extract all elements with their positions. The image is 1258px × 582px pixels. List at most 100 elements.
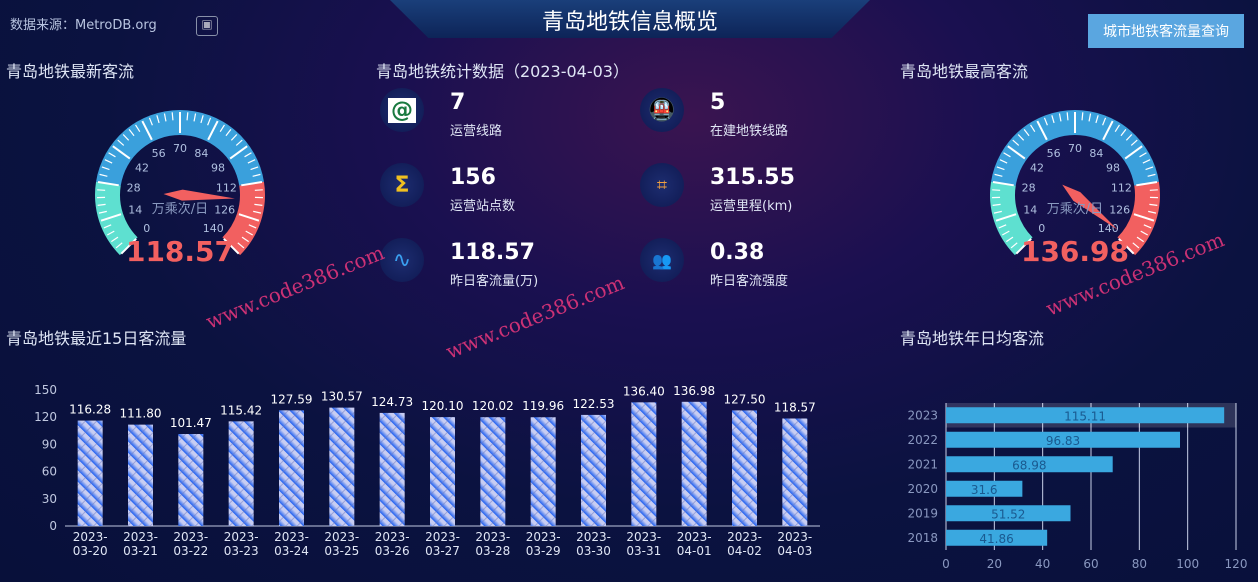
gauge-tick: [237, 242, 245, 249]
x-tick-label: 2023-03-21: [123, 530, 158, 558]
bar: [329, 407, 355, 526]
gauge-tick: [248, 224, 257, 229]
bar-label: 111.80: [120, 407, 162, 421]
gauge-value: 118.57: [126, 235, 234, 267]
gauge-tick: [1066, 112, 1069, 121]
gauge-tick-label: 42: [1030, 161, 1044, 174]
train-icon[interactable]: ▣: [196, 16, 218, 36]
bar-label: 68.98: [1012, 458, 1046, 472]
gauge-tick: [253, 210, 262, 214]
gauge-tick: [1102, 120, 1114, 141]
gauge-tick: [111, 236, 119, 243]
gauge-tick: [115, 242, 123, 249]
gauge-tick: [1149, 203, 1158, 206]
gauge-tick: [229, 145, 248, 160]
x-tick-label: 2023-03-23: [224, 530, 259, 558]
gauge-tick: [223, 238, 240, 255]
gauge-tick: [1102, 117, 1107, 126]
gauge-tick: [112, 145, 131, 160]
gauge-tick-label: 14: [1023, 204, 1037, 217]
gauge-tick: [100, 213, 122, 222]
gauge-band: [1117, 181, 1160, 256]
x-tick-label: 2023-04-02: [727, 530, 762, 558]
bar: [681, 401, 707, 526]
x-tick-label: 20: [987, 557, 1002, 571]
gauge-tick-label: 56: [1047, 147, 1061, 160]
stat-label: 在建地铁线路: [710, 124, 789, 139]
stat-label: 昨日客流量(万): [450, 274, 539, 289]
gauge-band: [222, 181, 265, 256]
gauge-tick: [1140, 230, 1149, 236]
y-tick-label: 2020: [907, 482, 938, 496]
bar: [77, 420, 103, 526]
stat-value: 118.57: [450, 240, 535, 265]
gauge-pointer: [163, 189, 235, 201]
gauge-tick: [1132, 242, 1140, 249]
x-tick-label: 60: [1083, 557, 1098, 571]
x-tick-label: 40: [1035, 557, 1050, 571]
gauge-pointer: [1062, 184, 1118, 230]
gauge-tick: [97, 189, 106, 191]
route-map-icon: ⌗: [640, 163, 684, 207]
gauge-tick: [193, 113, 197, 122]
gauge-tick: [106, 230, 115, 236]
gauge-tick: [171, 112, 174, 121]
gauge-tick: [995, 213, 1017, 222]
stat-value: 156: [450, 165, 496, 190]
stat-label: 运营里程(km): [710, 199, 793, 214]
query-button[interactable]: 城市地铁客流量查询: [1088, 14, 1244, 48]
gauge-tick: [1125, 134, 1133, 141]
gauge-tick: [104, 159, 113, 164]
gauge-tick: [200, 115, 204, 124]
y-tick-label: 30: [42, 492, 57, 506]
gauge-tick: [1120, 129, 1127, 137]
y-tick-label: 2021: [907, 457, 938, 471]
gauge-tick: [225, 129, 232, 137]
y-tick-label: 0: [49, 519, 57, 533]
gauge-tick: [244, 152, 252, 158]
bar-label: 118.57: [774, 400, 816, 414]
gauge-tick: [1148, 210, 1157, 214]
y-tick-label: 150: [34, 383, 57, 397]
recent15-bar-chart: 0 30 60 90 120 150 116.28 2023-03-20 111.80 2023-…: [34, 383, 820, 558]
gauge-tick: [1036, 120, 1048, 141]
gauge-tick: [1012, 139, 1020, 146]
section-title-stats: 青岛地铁统计数据（2023-04-03）: [376, 62, 629, 81]
bar: [946, 529, 1048, 546]
data-source: 数据来源：MetroDB.org: [10, 18, 157, 33]
section-title-recent15: 青岛地铁最近15日客流量: [6, 329, 187, 348]
gauge-tick: [1147, 173, 1156, 177]
gauge-tick-label: 28: [127, 182, 141, 195]
gauge-tick: [1139, 152, 1147, 158]
pulse-icon: ∿: [380, 238, 424, 282]
y-tick-label: 120: [34, 410, 57, 424]
bar-label: 116.28: [69, 403, 111, 417]
gauge-tick: [1118, 238, 1135, 255]
gauge-tick: [996, 166, 1005, 171]
stat-value: 315.55: [710, 165, 795, 190]
bar: [946, 431, 1181, 448]
gauge-tick: [97, 181, 119, 187]
stat-value: 7: [450, 90, 466, 115]
gauge-tick: [241, 236, 249, 243]
gauge-tick: [97, 203, 106, 206]
x-tick-label: 0: [942, 557, 950, 571]
gauge-tick: [117, 139, 125, 146]
stat-label: 昨日客流强度: [710, 274, 789, 289]
y-tick-label: 2019: [907, 506, 938, 520]
y-tick-label: 2018: [907, 531, 938, 545]
section-title-highest: 青岛地铁最高客流: [900, 62, 1029, 81]
y-tick-label: 2022: [907, 433, 938, 447]
gauge-tick: [1051, 115, 1055, 124]
gauge-tick: [992, 181, 1014, 187]
gauge-tick: [207, 117, 212, 126]
gauge-tick: [1003, 152, 1011, 158]
sigma-icon: Σ: [380, 163, 424, 207]
gauge-unit: 万乘次/日: [152, 201, 208, 217]
gauge-tick: [219, 124, 225, 132]
gauge-tick: [108, 152, 116, 158]
gauge-tick: [238, 213, 260, 222]
gauge-tick: [1145, 166, 1154, 171]
stat-label: 运营线路: [450, 124, 503, 139]
